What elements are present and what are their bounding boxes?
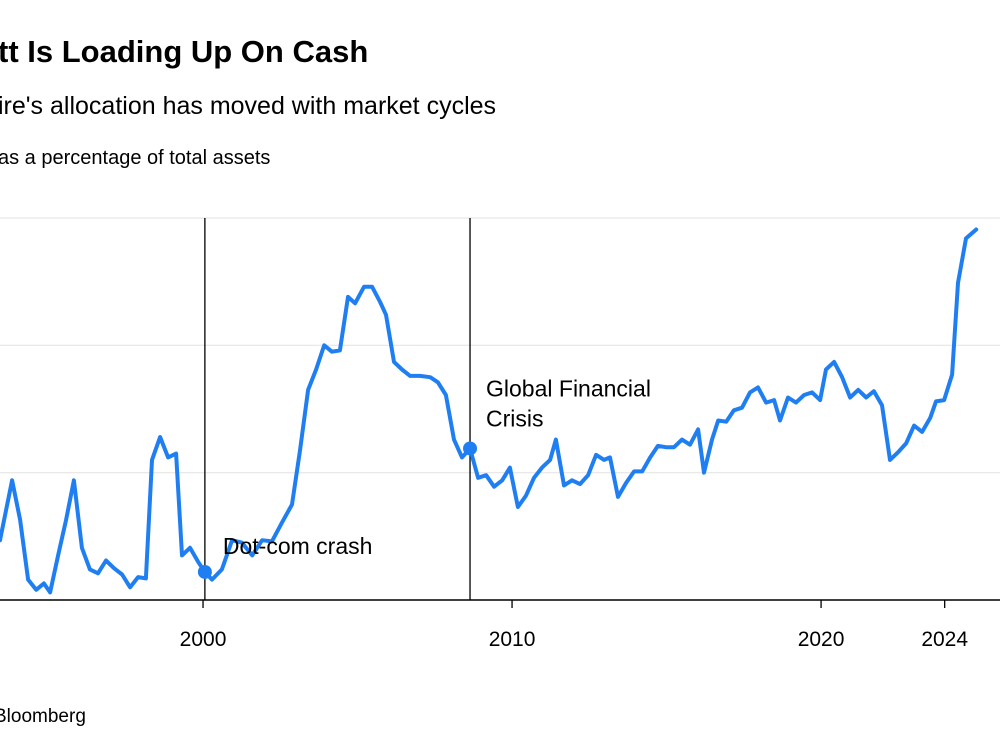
annotation-label: Global Financial (486, 375, 651, 401)
x-tick-label: 2010 (489, 628, 536, 651)
annotation-label: Crisis (486, 405, 544, 431)
data-line (0, 227, 979, 595)
event-marker (197, 564, 212, 579)
x-tick-label: 2020 (798, 628, 845, 651)
annotation-label: Dot-com crash (223, 533, 373, 559)
source: Bloomberg (0, 706, 86, 727)
unit-label: as a percentage of total assets (0, 147, 270, 169)
chart-subtitle: ire's allocation has moved with market c… (0, 92, 496, 120)
event-marker (463, 441, 478, 456)
chart-title: tt Is Loading Up On Cash (0, 34, 368, 69)
x-tick-label: 2024 (921, 628, 968, 651)
x-tick-label: 2000 (180, 628, 227, 651)
